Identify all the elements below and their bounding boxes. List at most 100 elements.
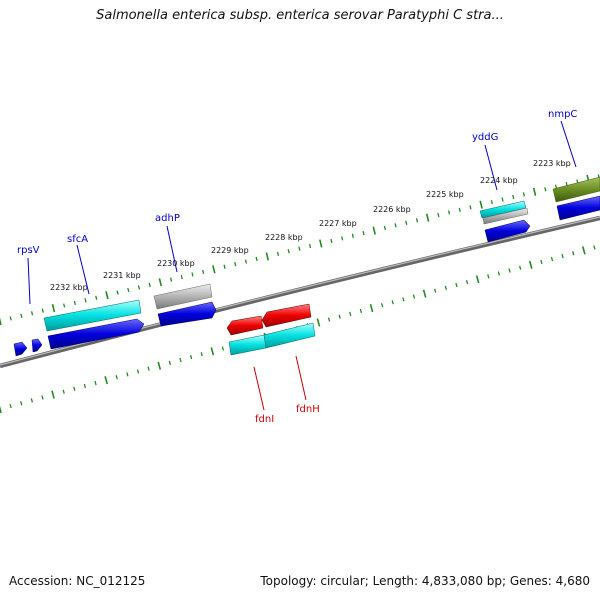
outer-tick-mark xyxy=(9,316,12,321)
reverse-strand-genes xyxy=(226,303,316,356)
outer-tick-mark xyxy=(415,218,419,223)
inner-tick-mark xyxy=(487,274,490,279)
inner-tick-mark xyxy=(593,245,596,250)
outer-tick-mark xyxy=(84,298,87,303)
gene-sfcA-cyan xyxy=(43,299,142,332)
outer-tick-mark xyxy=(394,223,397,228)
inner-tick-mark xyxy=(497,271,501,276)
gene-label-fdnH[interactable]: fdnH xyxy=(296,404,320,415)
outer-tick-mark xyxy=(127,287,130,293)
outer-tick-mark xyxy=(298,246,301,251)
tick-label-2223: 2223 kbp xyxy=(533,159,571,168)
gene-rpsV-b xyxy=(31,338,43,353)
outer-tick-mark xyxy=(532,187,537,196)
gene-yddG-blue xyxy=(484,219,531,243)
outer-tick-mark xyxy=(437,212,440,218)
gene-label-sfcA[interactable]: sfcA xyxy=(67,234,88,245)
outer-tick-mark xyxy=(212,265,216,274)
outer-tick-mark xyxy=(490,200,493,205)
inner-tick-mark xyxy=(115,375,118,380)
outer-tick-mark xyxy=(351,233,354,238)
inner-tick-mark xyxy=(200,352,203,357)
inner-tick-mark xyxy=(455,282,458,288)
outer-tick-mark xyxy=(330,238,333,243)
inner-tick-mark xyxy=(412,294,416,299)
inner-tick-mark xyxy=(402,297,405,302)
gene-fdn-cyan-1 xyxy=(228,334,267,356)
inner-tick-mark xyxy=(94,380,97,386)
callout-fdnI xyxy=(253,366,265,411)
inner-tick-mark xyxy=(518,265,522,270)
tick-label-2226: 2226 kbp xyxy=(373,205,411,214)
forward-strand-genes xyxy=(13,176,600,357)
outer-tick-mark xyxy=(51,304,56,313)
outer-tick-mark xyxy=(137,285,141,290)
tick-label-2225: 2225 kbp xyxy=(426,190,464,199)
gene-label-yddG[interactable]: yddG xyxy=(472,132,498,143)
inner-tick-mark xyxy=(508,268,511,273)
outer-tick-mark xyxy=(95,295,98,300)
inner-tick-mark xyxy=(157,361,162,370)
outer-tick-mark xyxy=(20,313,23,318)
inner-tick-mark xyxy=(51,390,55,399)
outer-tick-mark xyxy=(30,311,34,316)
outer-tick-mark xyxy=(341,236,344,241)
callout-rpsV xyxy=(27,257,31,305)
inner-tick-mark xyxy=(41,395,44,400)
inner-tick-mark xyxy=(338,314,341,319)
inner-tick-mark xyxy=(30,398,34,403)
callout-sfcA xyxy=(76,244,90,295)
outer-tick-mark xyxy=(244,259,248,264)
tick-label-2229: 2229 kbp xyxy=(211,246,249,255)
inner-tick-mark xyxy=(582,246,586,255)
outer-tick-mark xyxy=(512,194,515,200)
outer-tick-mark xyxy=(234,262,237,267)
inner-tick-mark xyxy=(561,254,564,259)
gene-nmpC-arrow xyxy=(552,176,600,203)
gene-callouts xyxy=(27,120,577,411)
inner-tick-mark xyxy=(422,289,427,298)
gene-label-nmpC[interactable]: nmpC xyxy=(548,109,577,120)
outer-tick-mark xyxy=(383,225,387,231)
inner-tick-mark xyxy=(20,401,23,406)
outer-tick-mark xyxy=(308,243,312,249)
outer-tick-mark xyxy=(158,278,163,287)
outer-tick-mark xyxy=(180,274,183,280)
inner-tick-mark xyxy=(572,251,575,256)
gene-label-fdnI[interactable]: fdnI xyxy=(255,414,274,425)
gene-label-rpsV[interactable]: rpsV xyxy=(17,245,40,256)
inner-tick-mark xyxy=(147,366,150,371)
outer-tick-mark xyxy=(73,300,76,306)
outer-tick-mark xyxy=(372,226,376,235)
inner-tick-mark xyxy=(540,259,543,265)
inner-tick-mark xyxy=(179,357,182,363)
inner-tick-mark xyxy=(369,303,374,313)
outer-tick-mark xyxy=(362,231,365,236)
callout-adhP xyxy=(166,225,178,273)
gene-fdnH-red xyxy=(261,303,312,328)
outer-tick-mark xyxy=(479,200,483,209)
outer-tick-mark xyxy=(148,282,151,287)
outer-tick-mark xyxy=(319,239,323,248)
outer-tick-mark xyxy=(447,210,451,215)
outer-tick-mark xyxy=(202,269,205,274)
inner-tick-mark xyxy=(221,346,225,351)
inner-tick-mark xyxy=(444,285,448,290)
gene-label-adhP[interactable]: adhP xyxy=(155,213,180,224)
callout-fdnH xyxy=(295,355,307,401)
inner-tick-mark xyxy=(434,288,437,293)
tick-label-2224: 2224 kbp xyxy=(480,176,518,185)
inner-tick-mark xyxy=(189,355,193,360)
inner-tick-mark xyxy=(104,376,108,385)
outer-tick-mark xyxy=(265,252,269,261)
inner-tick-mark xyxy=(126,372,129,377)
outer-tick-mark xyxy=(544,187,547,192)
inner-tick-mark xyxy=(62,389,65,394)
gene-labels: nmpC yddG adhP sfcA rpsV fdnI fdnH xyxy=(17,109,577,425)
tick-label-2232: 2232 kbp xyxy=(50,283,88,292)
tick-label-2230: 2230 kbp xyxy=(157,259,195,268)
callout-yddG xyxy=(484,144,498,191)
inner-tick-mark xyxy=(9,404,12,409)
map-title: Salmonella enterica subsp. enterica sero… xyxy=(96,8,504,23)
